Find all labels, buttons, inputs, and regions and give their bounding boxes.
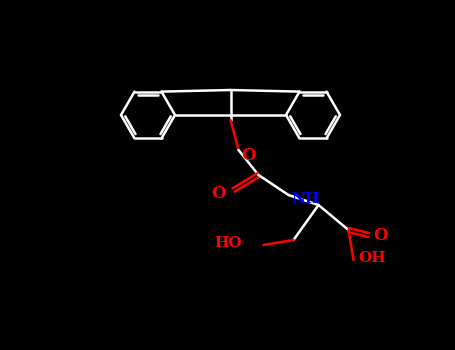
Text: HO: HO <box>214 236 242 250</box>
Text: O: O <box>374 226 388 244</box>
Text: O: O <box>211 184 226 202</box>
Text: NH: NH <box>292 192 320 206</box>
Text: OH: OH <box>359 251 386 265</box>
Text: O: O <box>242 147 256 164</box>
